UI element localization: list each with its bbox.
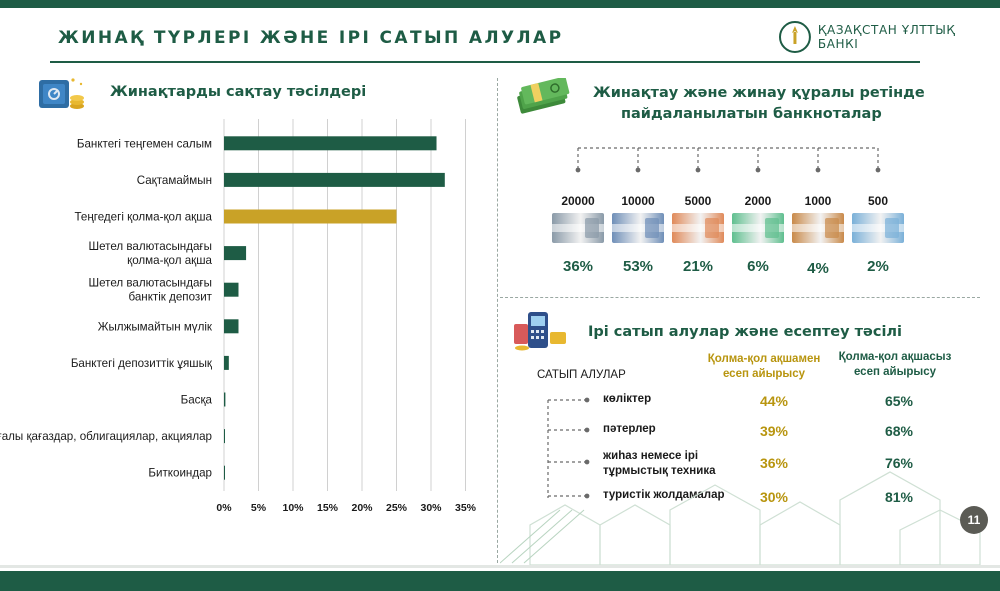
x-tick-label: 35% — [455, 502, 477, 514]
cash-payment-header: Қолма-қол ақшамен есеп айырысу — [707, 353, 821, 380]
title-rule — [50, 61, 920, 63]
purchases-header: САТЫП АЛУЛАР — [537, 369, 626, 381]
banknote-connector-tree — [575, 147, 881, 173]
money-stack-icon — [517, 78, 570, 114]
banknote-share: 21% — [682, 258, 714, 275]
banknote-denomination: 1000 — [804, 194, 832, 208]
bar-category-label: Жылжымайтын мүлік — [98, 320, 213, 333]
bar-category-label: Шетел валютасындағы — [88, 240, 212, 253]
bar — [224, 392, 226, 407]
bar — [224, 355, 229, 370]
banknote-denomination: 2000 — [744, 194, 772, 208]
safe-with-coins-icon — [39, 78, 84, 109]
banknote-share: 53% — [622, 258, 654, 275]
cash-share: 36% — [759, 455, 789, 471]
banknote-denomination: 20000 — [561, 194, 595, 208]
vertical-divider — [497, 78, 498, 568]
page-title: ЖИНАҚ ТҮРЛЕРІ ЖӘНЕ ІРІ САТЫП АЛУЛАР — [58, 28, 564, 48]
bar — [224, 282, 239, 297]
noncash-share: 68% — [884, 423, 914, 439]
banknote-share: 2% — [867, 258, 889, 275]
noncash-share: 81% — [884, 489, 914, 505]
cash-share: 39% — [759, 423, 789, 439]
horizontal-divider — [500, 297, 980, 298]
payment-terminal-icon — [514, 312, 566, 351]
bar — [224, 136, 437, 151]
banknote-denomination: 5000 — [684, 194, 712, 208]
top-band — [0, 0, 1000, 8]
national-bank-emblem-icon — [778, 21, 811, 53]
bar-category-label: банктік депозит — [128, 291, 212, 304]
purchase-label: жиһаз немесе ірі тұрмыстық техника — [603, 450, 716, 477]
banknote-denomination: 500 — [867, 194, 889, 208]
banknote-share: 4% — [807, 260, 829, 277]
bar-category-label: Теңгедегі қолма-қол ақша — [74, 211, 212, 224]
bar — [224, 319, 239, 334]
decorative-hexagon-pattern — [500, 471, 981, 565]
bar-category-label: Шетел валютасындағы — [88, 277, 212, 290]
bar-category-label: Биткоиндар — [148, 467, 212, 480]
cash-share: 30% — [759, 489, 789, 505]
x-tick-label: 25% — [386, 502, 408, 514]
bottom-accent-line — [0, 565, 1000, 568]
brand: ҚАЗАҚСТАН ҰЛТТЫҚ БАНКІ — [778, 20, 1000, 54]
x-tick-label: 30% — [420, 502, 442, 514]
bar — [224, 429, 225, 444]
page-number-badge: 11 — [960, 506, 988, 534]
bar — [224, 172, 445, 187]
purchases-connector-tree — [547, 397, 590, 499]
bar — [224, 465, 225, 480]
bar — [224, 246, 247, 261]
purchases-section-title: Ірі сатып алулар және есептеу тәсілі — [588, 324, 903, 340]
bar-category-label: Банктегі депозиттік ұяшық — [71, 357, 213, 370]
banknote-image — [792, 213, 844, 243]
bar — [224, 209, 397, 224]
banknote-image — [672, 213, 724, 243]
bottom-band — [0, 571, 1000, 591]
bar-category-label: Бағалы қағаздар, облигациялар, акциялар — [0, 430, 212, 443]
x-tick-label: 20% — [351, 502, 373, 514]
brand-name: ҚАЗАҚСТАН ҰЛТТЫҚ БАНКІ — [817, 23, 956, 51]
bar-category-label: қолма-қол ақша — [127, 254, 212, 267]
purchase-label: туристік жолдамалар — [603, 489, 725, 501]
savings-section-title: Жинақтарды сақтау тәсілдері — [110, 84, 367, 100]
banknote-image — [552, 213, 604, 243]
banknote-share: 36% — [562, 258, 594, 275]
banknote-image — [732, 213, 784, 243]
bar-category-label: Сақтамаймын — [137, 174, 212, 187]
cash-share: 44% — [759, 393, 789, 409]
banknote-section-title-line2: пайдаланылатын банкноталар — [621, 106, 882, 122]
bar-category-label: Банктегі теңгемен салым — [77, 137, 212, 150]
x-tick-label: 5% — [251, 502, 267, 514]
bar-category-label: Басқа — [181, 394, 213, 407]
purchase-label: пәтерлер — [603, 423, 656, 435]
banknote-denomination: 10000 — [621, 194, 655, 208]
x-tick-label: 0% — [216, 502, 232, 514]
banknote-section-title-line1: Жинақтау және жинау құралы ретінде — [593, 85, 925, 101]
x-tick-label: 15% — [317, 502, 339, 514]
savings-bar-chart: 0% 5% 10% 15% 20% 25% 30% 35% Банктегі теңгемен … — [0, 119, 477, 514]
purchase-label: көліктер — [603, 393, 652, 405]
banknote-image — [852, 213, 904, 243]
noncash-payment-header: Қолма-қол ақшасыз есеп айырысу — [838, 351, 952, 378]
x-tick-label: 10% — [282, 502, 304, 514]
noncash-share: 65% — [884, 393, 914, 409]
banknote-share: 6% — [747, 258, 769, 275]
noncash-share: 76% — [884, 455, 914, 471]
banknote-image — [612, 213, 664, 243]
